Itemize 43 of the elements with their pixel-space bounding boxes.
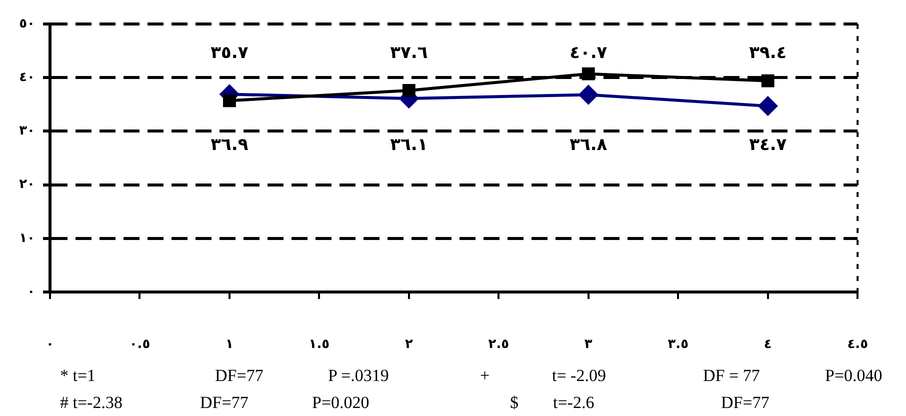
x-tick-label: ٣ [584, 337, 592, 352]
x-tick-label: ٣.٥ [668, 337, 689, 352]
text: P =.0319 [328, 365, 389, 387]
y-tick-label: ٤٠ [19, 70, 35, 85]
text: DF=77 [200, 392, 248, 414]
x-tick-label: ٢.٥ [488, 337, 510, 352]
point [758, 96, 778, 116]
data-label: ٣٥.٧ [210, 42, 249, 63]
x-tick-label: ٢ [404, 337, 413, 352]
point [578, 85, 598, 104]
point [582, 67, 595, 80]
y-tick-label: ١٠ [19, 230, 35, 246]
data-label: ٣٦.٨ [570, 134, 608, 155]
text: + [480, 365, 490, 387]
data-label: ٣٦.١ [390, 134, 428, 155]
data-label: ٣٤.٧ [749, 134, 788, 155]
text: t= -2.09 [552, 365, 606, 387]
y-tick-label: ٠ [27, 284, 35, 300]
x-tick-label: ١.٥ [308, 337, 330, 352]
text: P=0.040 [825, 365, 882, 387]
x-tick-label: ٤ [764, 337, 772, 352]
data-label: ٣٩.٤ [749, 42, 787, 63]
x-tick-label: ٠.٥ [129, 337, 150, 352]
text: $ [510, 392, 518, 414]
data-label: ٣٦.٩ [210, 134, 249, 155]
point [761, 74, 774, 88]
x-tick-label: ٠ [46, 337, 54, 352]
data-label: ٣٧.٦ [390, 42, 428, 63]
x-tick-label: ٤.٥ [847, 337, 868, 352]
y-tick-label: ٣٠ [19, 124, 35, 139]
text: # t=-2.38 [60, 392, 122, 414]
y-tick-label: ٢٠ [19, 177, 35, 192]
point [402, 84, 416, 97]
text: t=-2.6 [553, 392, 594, 414]
text: DF=77 [721, 392, 770, 414]
text: DF=77 [215, 365, 264, 387]
text: DF = 77 [703, 365, 760, 387]
data-label: ٤٠.٧ [570, 42, 608, 63]
x-tick-label: ١ [225, 337, 234, 352]
text: P=0.020 [312, 392, 370, 414]
text: * t=1 [60, 365, 96, 387]
point [223, 94, 236, 108]
y-tick-label: ٥٠ [19, 16, 35, 32]
